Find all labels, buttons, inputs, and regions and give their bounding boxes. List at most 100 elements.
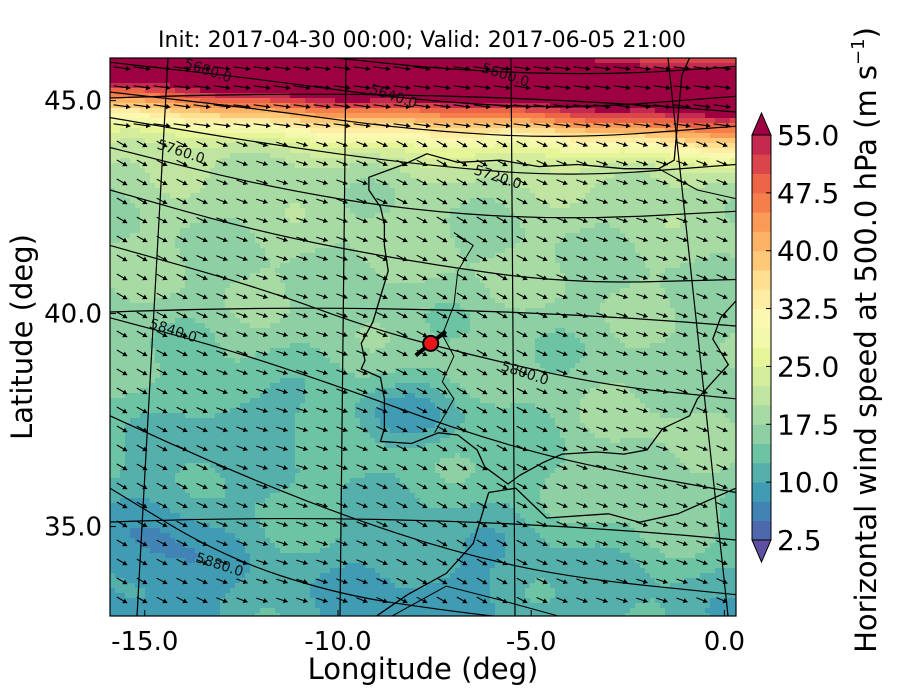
speed-cell bbox=[325, 238, 331, 244]
speed-cell bbox=[175, 108, 181, 114]
speed-cell bbox=[220, 233, 226, 239]
speed-cell bbox=[445, 83, 451, 89]
speed-cell bbox=[725, 113, 731, 119]
speed-cell bbox=[635, 113, 641, 119]
speed-cell bbox=[505, 108, 511, 114]
speed-cell bbox=[650, 228, 656, 234]
speed-cell bbox=[595, 223, 601, 229]
speed-cell bbox=[530, 118, 536, 124]
speed-cell bbox=[600, 243, 606, 249]
speed-cell bbox=[605, 138, 611, 144]
speed-cell bbox=[350, 133, 356, 139]
speed-cell bbox=[120, 143, 126, 149]
speed-cell bbox=[600, 68, 606, 74]
speed-cell bbox=[550, 208, 556, 214]
speed-cell bbox=[520, 123, 526, 129]
speed-cell bbox=[185, 193, 191, 199]
speed-cell bbox=[525, 243, 531, 249]
speed-cell bbox=[205, 88, 211, 94]
speed-cell bbox=[180, 238, 186, 244]
speed-cell bbox=[600, 63, 606, 69]
speed-cell bbox=[330, 148, 336, 154]
speed-cell bbox=[540, 63, 546, 69]
speed-cell bbox=[270, 83, 276, 89]
speed-cell bbox=[225, 128, 231, 134]
speed-cell bbox=[270, 153, 276, 159]
speed-cell bbox=[330, 243, 336, 249]
speed-cell bbox=[700, 158, 706, 164]
speed-cell bbox=[430, 198, 436, 204]
speed-cell bbox=[340, 243, 346, 249]
speed-cell bbox=[535, 213, 541, 219]
speed-cell bbox=[225, 78, 231, 84]
speed-cell bbox=[275, 68, 281, 74]
speed-cell bbox=[550, 193, 556, 199]
speed-cell bbox=[515, 173, 521, 179]
speed-cell bbox=[625, 88, 631, 94]
speed-cell bbox=[150, 233, 156, 239]
speed-cell bbox=[370, 188, 376, 194]
speed-cell bbox=[315, 188, 321, 194]
speed-cell bbox=[725, 218, 731, 224]
speed-cell bbox=[365, 248, 371, 254]
speed-cell bbox=[585, 73, 591, 79]
speed-cell bbox=[705, 158, 711, 164]
speed-cell bbox=[650, 183, 656, 189]
speed-cell bbox=[430, 233, 436, 239]
speed-cell bbox=[215, 213, 221, 219]
speed-cell bbox=[575, 168, 581, 174]
speed-cell bbox=[510, 58, 516, 64]
speed-cell bbox=[585, 58, 591, 64]
speed-cell bbox=[705, 138, 711, 144]
speed-cell bbox=[680, 78, 686, 84]
speed-cell bbox=[215, 198, 221, 204]
speed-cell bbox=[705, 118, 711, 124]
speed-cell bbox=[600, 83, 606, 89]
speed-cell bbox=[430, 183, 436, 189]
speed-cell bbox=[280, 98, 286, 104]
speed-cell bbox=[645, 228, 651, 234]
speed-cell bbox=[145, 88, 151, 94]
speed-cell bbox=[655, 228, 661, 234]
speed-cell bbox=[175, 173, 181, 179]
speed-cell bbox=[495, 58, 501, 64]
speed-cell bbox=[250, 93, 256, 99]
speed-cell bbox=[115, 228, 121, 234]
speed-cell bbox=[140, 208, 146, 214]
speed-cell bbox=[605, 88, 611, 94]
speed-cell bbox=[610, 143, 616, 149]
speed-cell bbox=[605, 248, 611, 254]
speed-cell bbox=[395, 243, 401, 249]
speed-cell bbox=[270, 248, 276, 254]
speed-cell bbox=[230, 123, 236, 129]
speed-cell bbox=[455, 198, 461, 204]
speed-cell bbox=[590, 238, 596, 244]
speed-cell bbox=[115, 63, 121, 69]
speed-cell bbox=[590, 208, 596, 214]
speed-cell bbox=[190, 168, 196, 174]
speed-cell bbox=[650, 123, 656, 129]
speed-cell bbox=[325, 168, 331, 174]
speed-cell bbox=[185, 243, 191, 249]
speed-cell bbox=[450, 173, 456, 179]
speed-cell bbox=[565, 63, 571, 69]
speed-cell bbox=[120, 243, 126, 249]
speed-cell bbox=[260, 143, 266, 149]
speed-cell bbox=[485, 248, 491, 254]
speed-cell bbox=[635, 128, 641, 134]
speed-cell bbox=[110, 153, 116, 159]
speed-cell bbox=[145, 213, 151, 219]
speed-cell bbox=[480, 108, 486, 114]
speed-cell bbox=[685, 193, 691, 199]
speed-cell bbox=[175, 58, 181, 64]
speed-cell bbox=[420, 223, 426, 229]
speed-cell bbox=[505, 98, 511, 104]
speed-cell bbox=[210, 103, 216, 109]
speed-cell bbox=[540, 58, 546, 64]
speed-cell bbox=[150, 143, 156, 149]
speed-cell bbox=[385, 233, 391, 239]
speed-cell bbox=[565, 198, 571, 204]
speed-cell bbox=[400, 238, 406, 244]
speed-cell bbox=[510, 178, 516, 184]
speed-cell bbox=[645, 143, 651, 149]
